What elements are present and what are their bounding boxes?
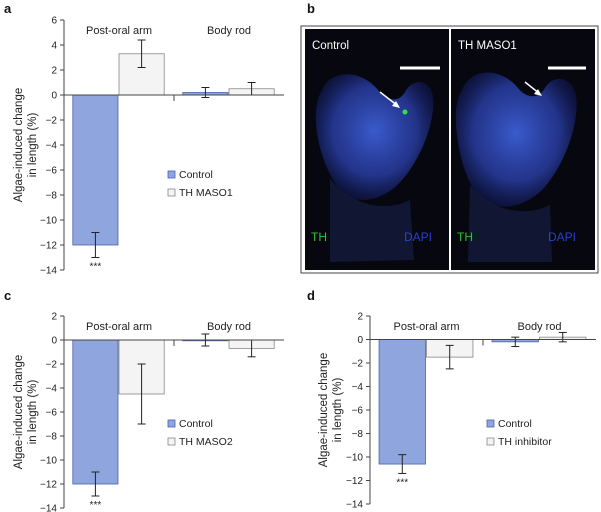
legend-label: Control xyxy=(498,418,532,430)
y-tick-label: 4 xyxy=(51,41,57,52)
legend-label: TH MASO2 xyxy=(179,436,233,448)
group-label: Body rod xyxy=(207,25,251,37)
y-tick-label: −8 xyxy=(46,432,58,443)
y-tick-label: −2 xyxy=(46,116,58,127)
micrograph-maso1: TH MASO1 TH DAPI xyxy=(451,29,595,270)
y-tick-label: 0 xyxy=(51,91,57,102)
micrograph-maso1-dapi-label: DAPI xyxy=(548,230,576,244)
y-tick-label: 0 xyxy=(357,335,363,346)
y-tick-label: −10 xyxy=(346,453,363,464)
y-tick-label: −6 xyxy=(46,408,58,419)
micrograph-control-dapi-label: DAPI xyxy=(404,230,432,244)
y-tick-label: −14 xyxy=(40,504,57,512)
y-tick-label: −6 xyxy=(352,406,364,417)
panel-letter-a: a xyxy=(4,1,12,16)
legend-label: TH inhibitor xyxy=(498,436,552,448)
th-signal-control xyxy=(402,109,408,115)
y-tick-label: −14 xyxy=(346,500,363,511)
micrograph-control-title: Control xyxy=(312,40,349,52)
y-tick-label: −4 xyxy=(46,141,58,152)
significance-label: *** xyxy=(396,477,408,488)
bar xyxy=(378,339,426,465)
y-tick-label: −4 xyxy=(46,384,58,395)
y-tick-label: 2 xyxy=(51,66,57,77)
y-tick-label: 0 xyxy=(51,336,57,347)
y-tick-label: −14 xyxy=(40,266,57,277)
group-label: Body rod xyxy=(207,321,251,333)
micrograph-maso1-title: TH MASO1 xyxy=(458,40,517,52)
bar xyxy=(72,339,119,485)
bar xyxy=(72,94,119,246)
significance-label: *** xyxy=(90,262,102,273)
micrograph-maso1-th-label: TH xyxy=(457,230,473,244)
legend-swatch xyxy=(486,419,495,428)
y-axis-label: Algae-induced change xyxy=(318,353,330,467)
y-tick-label: 2 xyxy=(51,312,57,323)
chart-panel-d: 2 0 −2 −4 −6 −8 −10 −12 −14 Algae-induced change i… xyxy=(318,312,596,511)
larva-body-maso1 xyxy=(468,185,552,262)
y-axis-label: Algae-induced change xyxy=(13,88,25,202)
chart-panel-a: 6 4 2 0 −2 −4 −6 −8 −10 −12 −14 Algae-induced chang… xyxy=(13,16,284,277)
y-tick-label: −10 xyxy=(40,216,57,227)
panel-letter-d: d xyxy=(307,288,315,303)
legend-swatch xyxy=(167,437,176,446)
group-label: Post-oral arm xyxy=(86,321,152,333)
group-label: Post-oral arm xyxy=(393,321,459,333)
y-tick-label: −12 xyxy=(40,480,57,491)
y-tick-label: −12 xyxy=(40,241,57,252)
arrowhead-control xyxy=(392,101,400,108)
y-tick-label: −6 xyxy=(46,166,58,177)
y-tick-label: −10 xyxy=(40,456,57,467)
y-tick-label: −8 xyxy=(352,429,364,440)
legend-label: TH MASO1 xyxy=(179,187,233,199)
y-tick-label: −12 xyxy=(346,476,363,487)
y-tick-label: −8 xyxy=(46,191,58,202)
legend-label: Control xyxy=(179,418,213,430)
y-axis-label: in length (%) xyxy=(27,113,39,178)
legend-swatch xyxy=(167,170,176,179)
larva-shape-control xyxy=(315,74,434,200)
y-tick-label: 6 xyxy=(51,16,57,27)
y-tick-label: 2 xyxy=(357,312,363,323)
arrowhead-maso1 xyxy=(534,89,542,96)
panel-letter-c: c xyxy=(4,288,11,303)
panel-letter-b: b xyxy=(307,1,315,16)
micrograph-control-th-label: TH xyxy=(311,230,327,244)
y-tick-label: −2 xyxy=(46,360,58,371)
legend-label: Control xyxy=(179,169,213,181)
y-tick-label: −2 xyxy=(352,359,364,370)
y-axis-label: in length (%) xyxy=(27,380,39,445)
legend-swatch xyxy=(486,437,495,446)
significance-label: *** xyxy=(90,500,102,511)
y-tick-label: −4 xyxy=(352,382,364,393)
micrograph-panel: Control TH DAPI TH MASO1 TH DAPI xyxy=(300,25,599,274)
legend-swatch xyxy=(167,188,176,197)
group-label: Body rod xyxy=(517,321,561,333)
group-label: Post-oral arm xyxy=(86,25,152,37)
chart-panel-c: 2 0 −2 −4 −6 −8 −10 −12 −14 Algae-induced change i… xyxy=(13,312,284,512)
micrograph-control: Control TH DAPI xyxy=(305,29,449,270)
larva-body-control xyxy=(330,178,414,262)
larva-shape-maso1 xyxy=(455,72,577,207)
y-axis-label: Algae-induced change xyxy=(13,355,25,469)
y-axis-label: in length (%) xyxy=(332,378,344,443)
legend-swatch xyxy=(167,419,176,428)
